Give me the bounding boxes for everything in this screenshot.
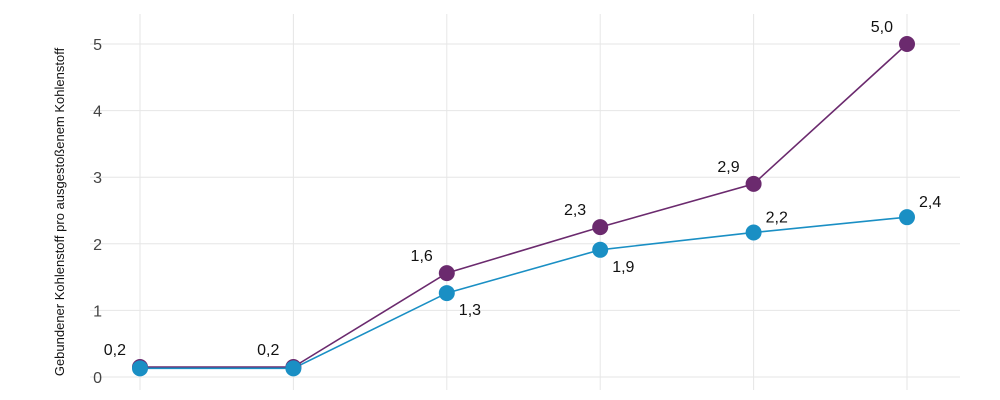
series-line-1 xyxy=(140,43,908,368)
data-point-series-1 xyxy=(592,219,609,236)
y-tick-label: 5 xyxy=(93,37,102,54)
data-point-series-2 xyxy=(592,241,609,258)
data-label-series-2: 2,2 xyxy=(766,209,788,226)
y-tick-label: 0 xyxy=(93,370,102,387)
data-label-series-1: 5,0 xyxy=(871,19,893,36)
data-point-series-2 xyxy=(438,285,455,302)
data-label-series-2: 1,9 xyxy=(612,259,634,276)
data-label-series-2: 2,4 xyxy=(919,194,941,211)
grid xyxy=(90,14,960,390)
data-label-series-1: 0,2 xyxy=(104,342,126,359)
data-point-series-1 xyxy=(899,36,915,52)
y-tick-label: 4 xyxy=(93,104,102,121)
y-tick-label: 2 xyxy=(93,237,102,254)
data-labels: 0,2 0,2 1,6 2,3 2,9 5,0 1,3 1,9 2,2 2,4 xyxy=(104,19,942,359)
data-point-series-2 xyxy=(899,209,915,226)
data-point-series-2 xyxy=(132,360,148,377)
series-line-2 xyxy=(140,216,908,370)
data-point-series-1 xyxy=(745,175,762,192)
data-point-series-2 xyxy=(285,360,302,377)
data-label-series-1: 0,2 xyxy=(257,342,279,359)
data-label-series-1: 2,3 xyxy=(564,202,586,219)
data-label-series-1: 1,6 xyxy=(411,248,433,265)
data-point-series-1 xyxy=(438,265,455,282)
series xyxy=(132,36,915,377)
y-tick-label: 1 xyxy=(93,303,102,320)
y-axis-label: Gebundener Kohlenstoff pro ausgestoßenem… xyxy=(52,47,67,376)
data-label-series-2: 1,3 xyxy=(459,302,481,319)
y-tick-label: 3 xyxy=(93,170,102,187)
y-axis-ticks: 0 1 2 3 4 5 xyxy=(93,37,102,387)
data-point-series-2 xyxy=(745,224,762,241)
data-label-series-1: 2,9 xyxy=(717,159,739,176)
